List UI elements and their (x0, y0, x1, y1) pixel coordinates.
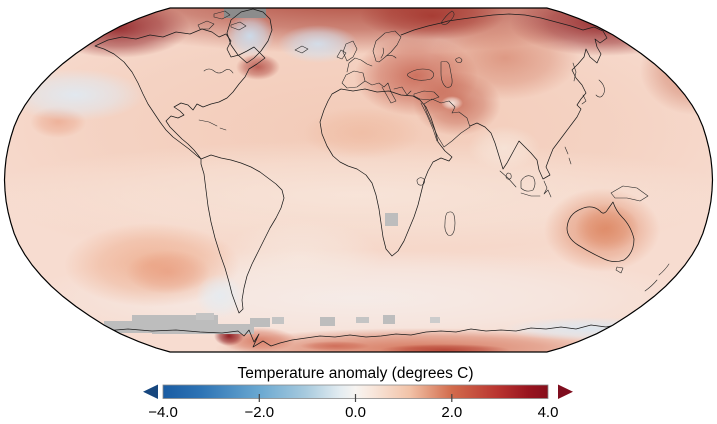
anomaly-region-antarctica-dark-streak-west (300, 341, 370, 351)
coast-lake-victoria (416, 177, 425, 186)
coast-british-isles (336, 40, 358, 62)
no-data-antarctic-gap-4 (196, 313, 214, 320)
coast-iberia (341, 70, 366, 89)
anomaly-region-persian-gulf-pale (441, 96, 463, 110)
coast-aral-sea (455, 57, 463, 63)
anomaly-region-central-asia-warm (430, 16, 580, 100)
coast-sulawesi (543, 180, 552, 198)
coast-great-lakes (203, 68, 234, 74)
coast-philippines (564, 146, 572, 165)
coast-australia (566, 201, 635, 262)
coast-sri-lanka (505, 172, 512, 180)
colorbar-label-plus2: 2.0 (441, 404, 462, 421)
no-data-antarctic-gap-10 (430, 317, 440, 323)
coast-madagascar (444, 211, 456, 236)
anomaly-region-australia-core (575, 204, 639, 252)
coast-scandinavia (372, 30, 402, 63)
anomaly-region-north-pacific-cool (5, 69, 145, 121)
coast-france-channel (346, 57, 373, 73)
colorbar-left-arrow-icon (143, 384, 158, 399)
coast-caspian-sea (440, 60, 453, 88)
coast-canadian-arctic-islands (197, 10, 247, 31)
no-data-antarctic-gap-9 (383, 315, 395, 324)
anomaly-region-north-atlantic-cool (278, 25, 358, 63)
colorbar-label-plus4: 4.0 (538, 404, 559, 421)
colorbar-tick-labels: −4.0 −2.0 0.0 2.0 4.0 (148, 404, 558, 421)
colorbar-label-minus2: −2.0 (244, 404, 274, 421)
no-data-antarctic-gap-5 (250, 318, 270, 327)
anomaly-region-india-pale (468, 126, 540, 170)
coast-novaya-zemlya (440, 10, 455, 25)
coast-south-america (200, 154, 285, 314)
no-data-antarctic-gap-2 (132, 315, 218, 324)
anomaly-region-south-atlantic-pale (220, 220, 380, 296)
colorbar-label-zero: 0.0 (345, 404, 366, 421)
coast-sakhalin (572, 62, 577, 82)
colorbar-title: Temperature anomaly (degrees C) (237, 365, 473, 382)
anomaly-region-south-pacific-core (126, 250, 210, 294)
anomaly-region-patagonia-cool (196, 274, 244, 318)
colorbar-ticks (258, 394, 453, 402)
anomaly-region-labrador-hot (236, 54, 280, 80)
coast-africa (319, 88, 453, 257)
coast-black-sea (407, 68, 435, 81)
coast-cuba-caribbean (198, 119, 227, 131)
no-data-central-africa-gap (385, 213, 398, 226)
coast-iceland (294, 45, 309, 54)
no-data-antarctic-gap-7 (320, 317, 335, 326)
colorbar: Temperature anomaly (degrees C) −4.0 −2.… (143, 365, 573, 421)
coast-korea (581, 94, 587, 105)
anomaly-region-sahara-warm (302, 107, 422, 159)
no-data-antarctic-gap-8 (356, 317, 369, 323)
coast-japan (595, 79, 605, 98)
no-data-antarctic-gap-6 (272, 317, 284, 324)
anomaly-region-antarctica-dark-streak-east (380, 344, 510, 352)
colorbar-right-arrow-icon (558, 384, 573, 399)
coast-baltic (380, 47, 397, 59)
no-data-antarctic-gap-3 (152, 324, 254, 334)
coast-north-america (94, 28, 266, 160)
map-border (3, 7, 714, 353)
coast-new-guinea (610, 185, 649, 202)
map-interior (4, 8, 713, 352)
anomaly-field (4, 8, 713, 352)
coastlines (94, 8, 670, 348)
coast-arabia (423, 98, 471, 148)
coast-borneo (520, 175, 536, 192)
coast-asia (400, 13, 608, 180)
anomaly-region-greenland-cool (226, 14, 274, 58)
coast-antarctica (103, 323, 637, 348)
coast-new-zealand (644, 263, 670, 292)
coast-sumatra-java (499, 170, 541, 197)
colorbar-label-minus4: −4.0 (148, 404, 178, 421)
no-data-north-pole-gap (224, 8, 266, 18)
coast-red-sea (420, 102, 438, 142)
coast-tasmania (615, 266, 624, 274)
coast-mediterranean-north (364, 80, 440, 104)
coast-greenland (226, 8, 273, 64)
